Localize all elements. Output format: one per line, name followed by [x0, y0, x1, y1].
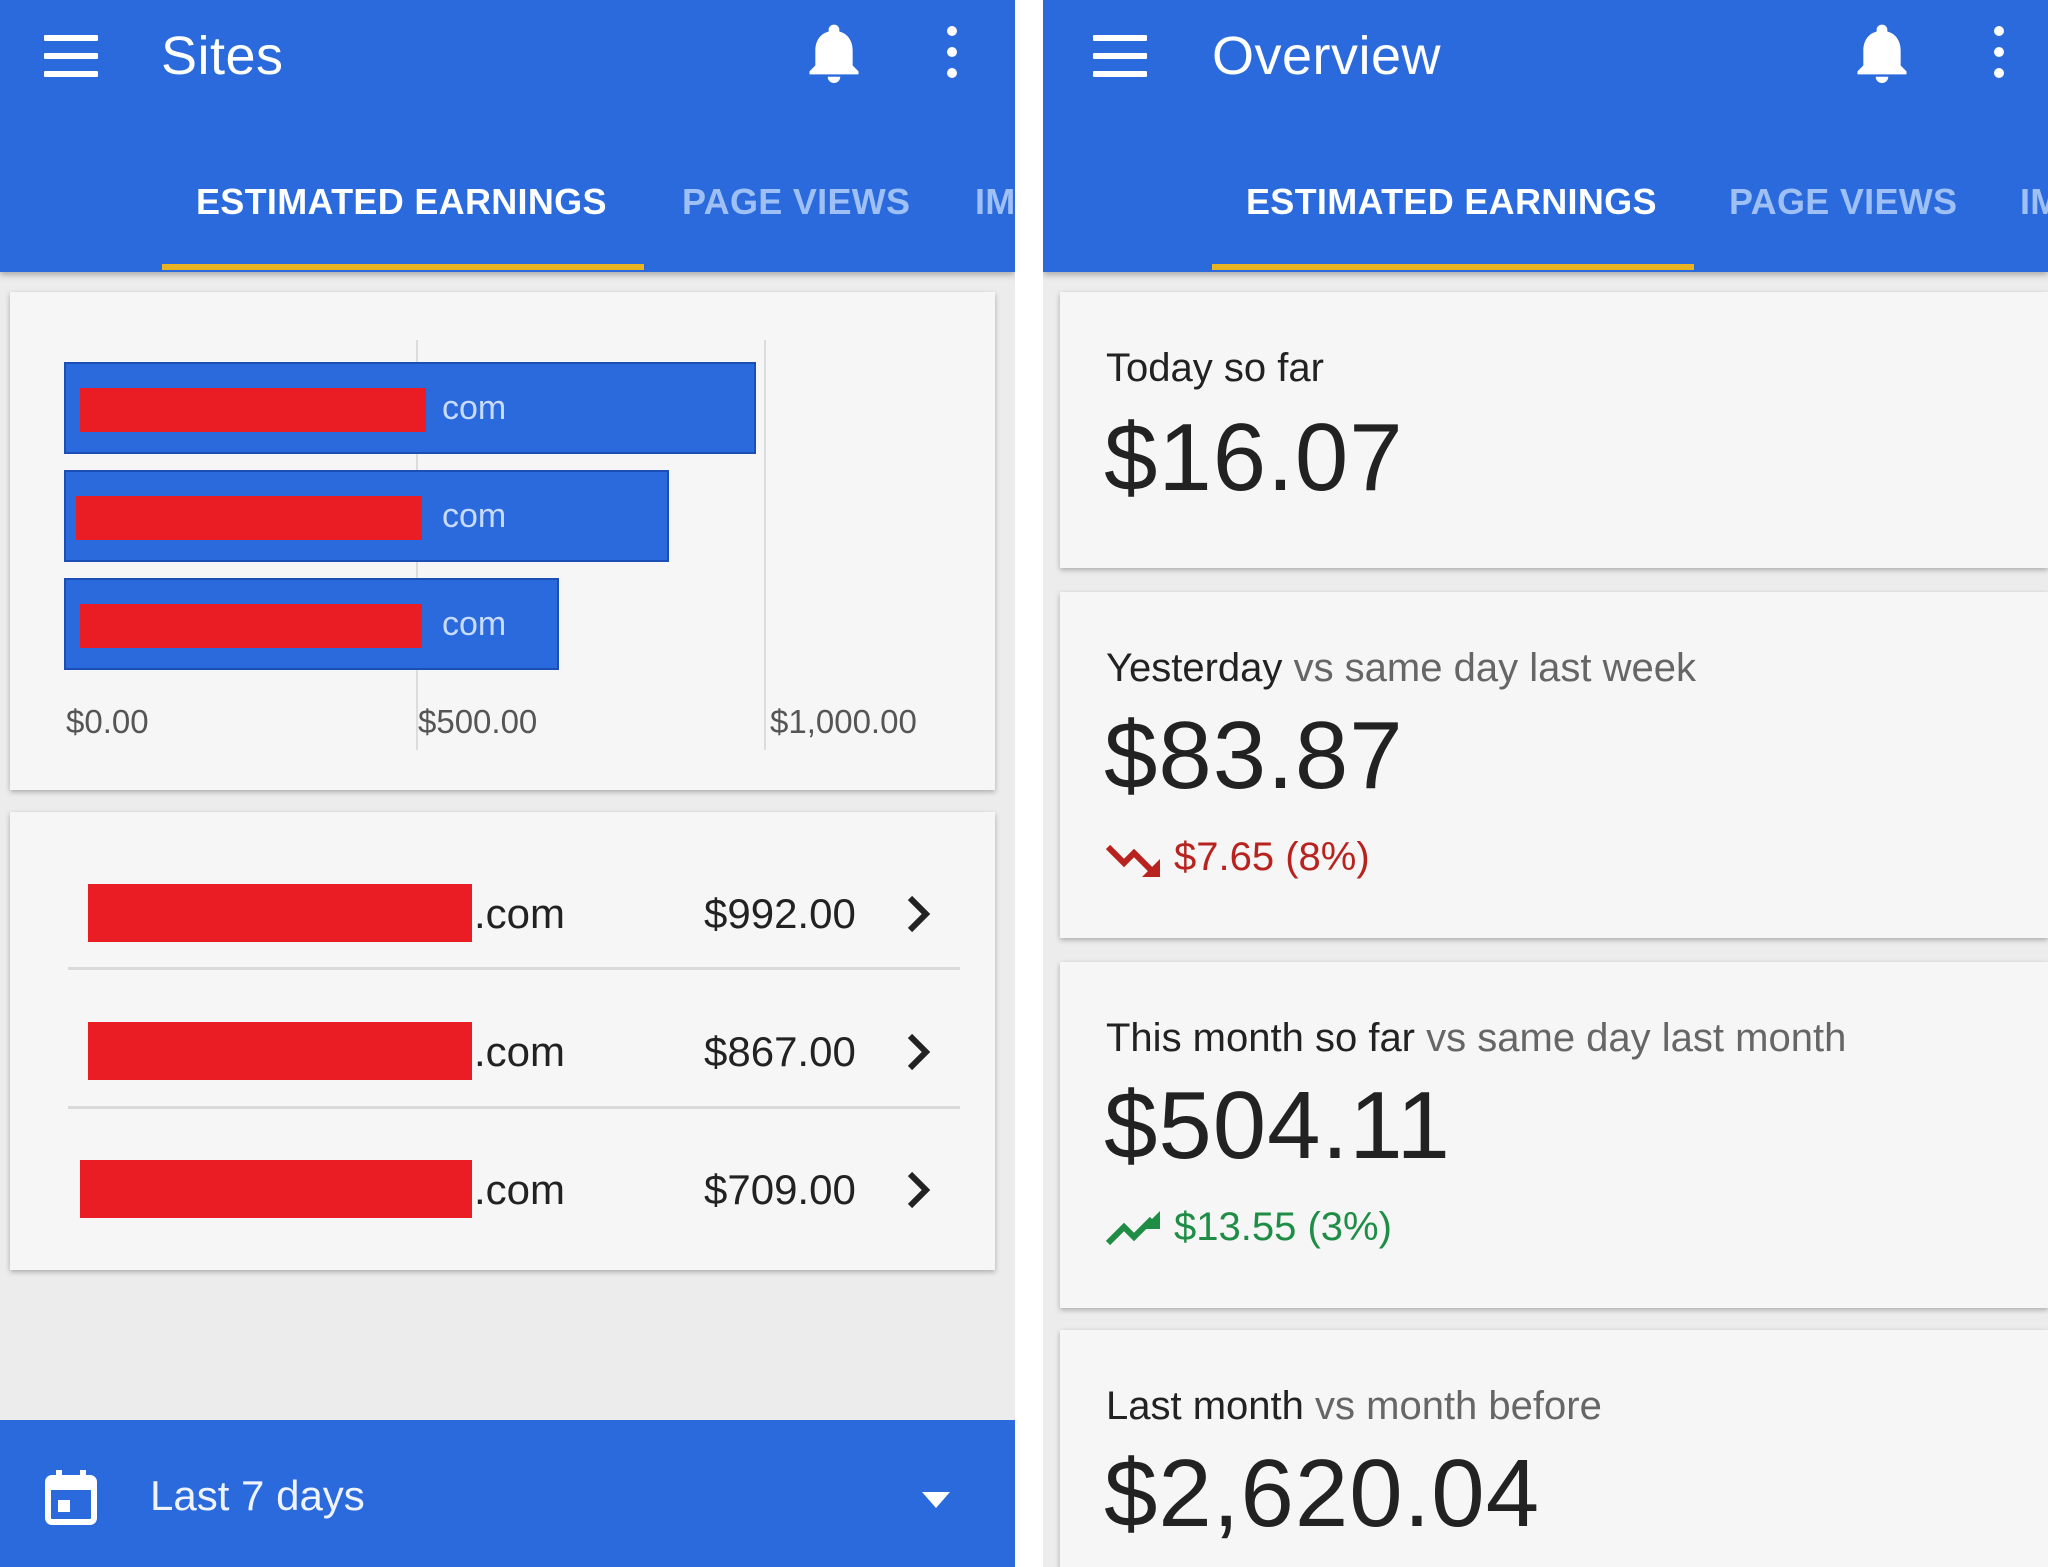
- card-label: Last month vs month before: [1106, 1384, 1602, 1428]
- divider: [68, 1106, 960, 1109]
- tab-estimated-earnings[interactable]: ESTIMATED EARNINGS: [1246, 181, 1657, 222]
- this-month-earnings-value: $504.11: [1104, 1072, 1451, 1179]
- tab-estimated-earnings[interactable]: ESTIMATED EARNINGS: [196, 181, 607, 222]
- redaction: [76, 496, 422, 540]
- redaction: [88, 1022, 472, 1080]
- tab-page-views[interactable]: PAGE VIEWS: [1729, 181, 1958, 222]
- more-vert-icon[interactable]: [1989, 26, 2009, 82]
- change-indicator: $7.65 (8%): [1105, 832, 1370, 882]
- bar-label: com: [442, 605, 507, 643]
- change-indicator: $13.55 (3%): [1105, 1202, 1392, 1252]
- tab-indicator: [162, 264, 644, 270]
- card-label: Today so far: [1106, 346, 1324, 390]
- app-bar: Sites ESTIMATED EARNINGS PAGE VIEWS IM: [0, 0, 1015, 272]
- site-list-card: .com $992.00 .com $867.00 .com $709.00: [10, 812, 995, 1270]
- redaction: [80, 604, 422, 648]
- more-vert-icon[interactable]: [942, 26, 962, 82]
- chevron-right-icon: [907, 895, 931, 933]
- page-title: Overview: [1212, 26, 1442, 86]
- site-domain: .com: [474, 890, 566, 937]
- today-earnings-value: $16.07: [1104, 404, 1404, 511]
- card-label: This month so far vs same day last month: [1106, 1016, 1847, 1060]
- site-domain: .com: [474, 1028, 566, 1075]
- card-label: Yesterday vs same day last week: [1106, 646, 1696, 690]
- card-compare: vs month before: [1315, 1384, 1602, 1428]
- divider: [68, 967, 960, 970]
- calendar-icon: [45, 1470, 97, 1525]
- chart-bar-2[interactable]: com: [64, 470, 669, 562]
- tab-indicator: [1212, 264, 1694, 270]
- bell-icon[interactable]: [806, 24, 862, 86]
- date-range-selector[interactable]: Last 7 days: [0, 1420, 1015, 1567]
- bar-label: com: [442, 389, 507, 427]
- chart-bar-3[interactable]: com: [64, 578, 559, 670]
- page-title: Sites: [161, 26, 284, 86]
- site-amount: $867.00: [704, 1028, 856, 1075]
- redaction: [80, 1160, 472, 1218]
- site-row[interactable]: .com $992.00: [68, 848, 958, 986]
- card-compare: vs same day last week: [1293, 646, 1696, 690]
- change-value: $13.55 (3%): [1174, 1205, 1392, 1249]
- this-month-card[interactable]: This month so far vs same day last month…: [1060, 962, 2048, 1308]
- card-compare: vs same day last month: [1426, 1016, 1847, 1060]
- tab-impressions[interactable]: IM: [975, 181, 1015, 222]
- redaction: [80, 388, 426, 432]
- dropdown-arrow-icon: [922, 1492, 950, 1508]
- axis-tick-label: $500.00: [418, 703, 538, 740]
- axis-tick-label: $0.00: [66, 703, 149, 740]
- trending-up-icon: [1105, 1211, 1160, 1246]
- chevron-right-icon: [907, 1171, 931, 1209]
- site-domain: .com: [474, 1166, 566, 1213]
- site-row[interactable]: .com $867.00: [68, 986, 958, 1124]
- change-value: $7.65 (8%): [1174, 835, 1370, 879]
- tab-impressions[interactable]: IM: [2020, 181, 2048, 222]
- trending-down-icon: [1105, 845, 1160, 878]
- yesterday-earnings-value: $83.87: [1104, 702, 1404, 809]
- menu-icon[interactable]: [1093, 35, 1147, 77]
- site-amount: $709.00: [704, 1166, 856, 1213]
- last-month-earnings-value: $2,620.04: [1104, 1440, 1541, 1547]
- site-amount: $992.00: [704, 890, 856, 937]
- today-card[interactable]: Today so far $16.07: [1060, 292, 2048, 568]
- yesterday-card[interactable]: Yesterday vs same day last week $83.87 $…: [1060, 592, 2048, 938]
- app-bar: Overview ESTIMATED EARNINGS PAGE VIEWS I…: [1043, 0, 2048, 272]
- overview-screen: Overview ESTIMATED EARNINGS PAGE VIEWS I…: [1043, 0, 2048, 1567]
- chevron-right-icon: [907, 1033, 931, 1071]
- bar-label: com: [442, 497, 507, 535]
- redaction: [88, 884, 472, 942]
- axis-tick-label: $1,000.00: [770, 703, 917, 740]
- gridline: [764, 340, 766, 750]
- tab-page-views[interactable]: PAGE VIEWS: [682, 181, 911, 222]
- menu-icon[interactable]: [44, 35, 98, 77]
- sites-screen: Sites ESTIMATED EARNINGS PAGE VIEWS IM c…: [0, 0, 1015, 1567]
- site-row[interactable]: .com $709.00: [68, 1124, 958, 1262]
- last-month-card[interactable]: Last month vs month before $2,620.04: [1060, 1330, 2048, 1567]
- date-range-label: Last 7 days: [150, 1472, 365, 1519]
- chart-bar-1[interactable]: com: [64, 362, 756, 454]
- bell-icon[interactable]: [1854, 24, 1910, 86]
